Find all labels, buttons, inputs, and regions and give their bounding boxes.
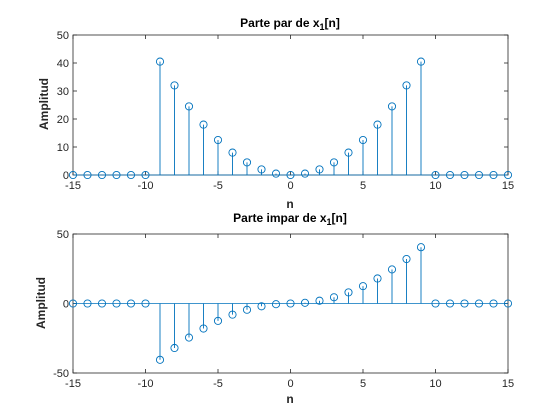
y-tick-label: 50 <box>57 30 69 42</box>
y-axis-label: Amplitud <box>37 78 51 130</box>
y-tick-label: -50 <box>53 368 69 380</box>
x-tick-label: 0 <box>287 180 293 192</box>
x-tick-label: 15 <box>502 180 514 192</box>
y-tick-label: 40 <box>57 58 69 70</box>
y-tick-label: 0 <box>63 170 69 182</box>
x-tick-label: 10 <box>429 378 441 390</box>
y-tick-label: 50 <box>57 229 69 241</box>
y-axis-label: Amplitud <box>34 277 48 329</box>
x-tick-label: -10 <box>138 180 154 192</box>
chart-title: Parte par de x1[n] <box>240 16 340 32</box>
x-axis-label: n <box>286 197 293 211</box>
x-tick-label: 5 <box>360 180 366 192</box>
x-tick-label: -5 <box>213 180 223 192</box>
x-tick-label: 10 <box>429 180 441 192</box>
x-tick-label: 15 <box>502 378 514 390</box>
y-tick-label: 20 <box>57 114 69 126</box>
x-tick-label: 0 <box>287 378 293 390</box>
x-tick-label: 5 <box>360 378 366 390</box>
x-axis-label: n <box>286 392 293 406</box>
axes-box <box>73 35 508 175</box>
y-tick-label: 10 <box>57 142 69 154</box>
y-tick-label: 30 <box>57 86 69 98</box>
x-tick-label: -10 <box>138 378 154 390</box>
y-tick-label: 0 <box>63 299 69 311</box>
x-tick-label: -5 <box>213 378 223 390</box>
